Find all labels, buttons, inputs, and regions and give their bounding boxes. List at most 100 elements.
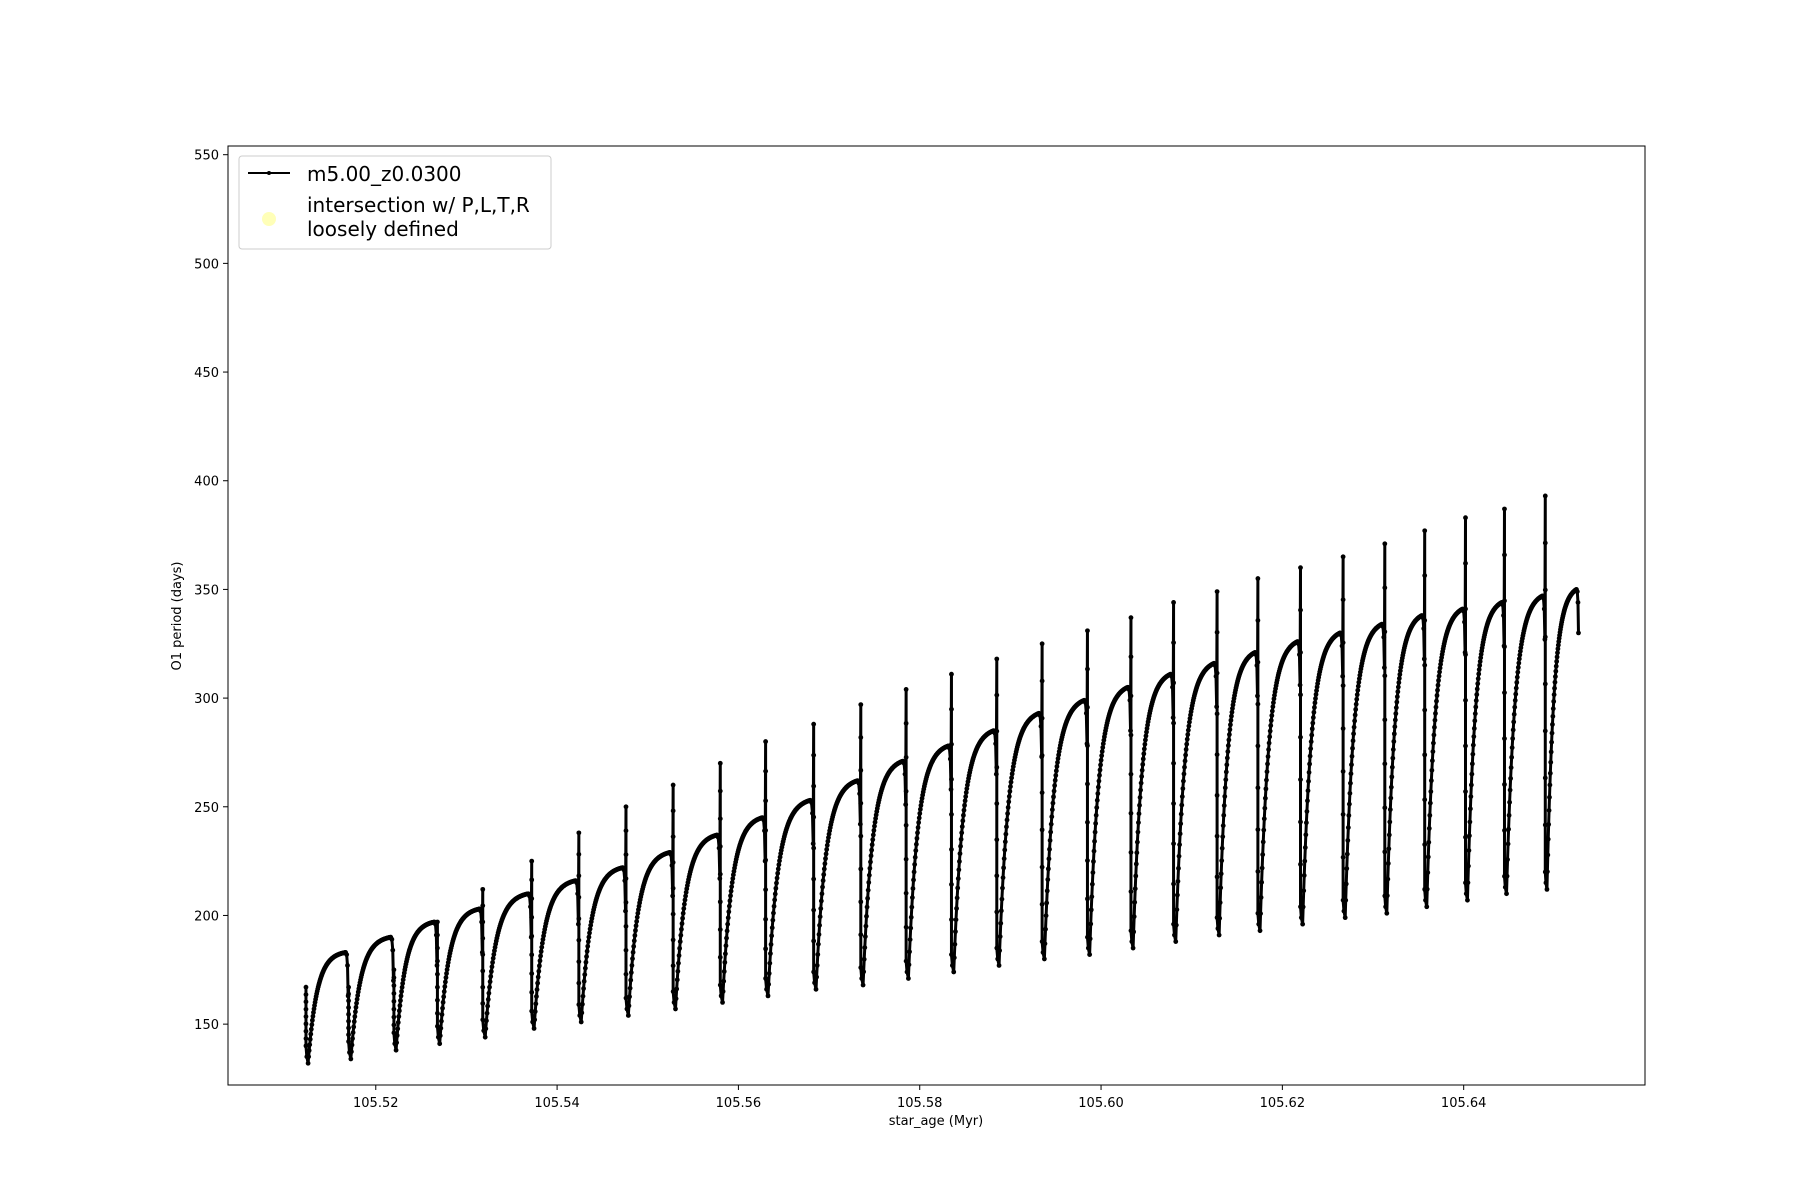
series-point bbox=[352, 1014, 358, 1019]
series-point bbox=[487, 984, 492, 990]
series-point bbox=[1307, 761, 1312, 767]
series-point bbox=[913, 848, 919, 854]
series-point bbox=[811, 783, 817, 789]
series-point bbox=[634, 918, 640, 924]
series-point bbox=[1477, 659, 1483, 664]
series-point bbox=[484, 1018, 489, 1024]
series-point bbox=[1397, 672, 1403, 677]
series-point bbox=[1302, 845, 1308, 850]
series-point bbox=[728, 893, 733, 899]
series-point bbox=[722, 959, 728, 965]
y-tick-label: 550 bbox=[194, 149, 219, 164]
series-point bbox=[1169, 673, 1175, 679]
series-point bbox=[1422, 573, 1428, 578]
series-point bbox=[1348, 771, 1354, 777]
series-point bbox=[488, 974, 494, 979]
series-point bbox=[951, 955, 957, 961]
series-point bbox=[1500, 602, 1506, 608]
series-point bbox=[1300, 904, 1306, 910]
series-point bbox=[814, 963, 820, 968]
series-point bbox=[993, 771, 999, 777]
series-point bbox=[1092, 838, 1097, 844]
series-point bbox=[583, 959, 589, 965]
series-point bbox=[1463, 606, 1468, 612]
series-point bbox=[1340, 554, 1346, 560]
series-point bbox=[484, 1010, 490, 1016]
series-point bbox=[1006, 799, 1012, 805]
series-point bbox=[623, 971, 629, 977]
series-point bbox=[822, 861, 828, 867]
series-point bbox=[1265, 754, 1271, 759]
series-point bbox=[1255, 576, 1261, 581]
series-point bbox=[777, 858, 782, 864]
series-point bbox=[1473, 704, 1479, 710]
series-point bbox=[771, 903, 777, 909]
series-point bbox=[1298, 607, 1303, 613]
series-point bbox=[670, 808, 676, 814]
series-point bbox=[1085, 666, 1090, 672]
series-point bbox=[673, 1006, 678, 1012]
series-point bbox=[962, 802, 967, 808]
series-point bbox=[1304, 809, 1310, 814]
series-point bbox=[964, 786, 970, 792]
series-point bbox=[1049, 814, 1055, 820]
series-point bbox=[1214, 670, 1220, 676]
series-point bbox=[911, 869, 917, 875]
series-point bbox=[717, 982, 723, 988]
series-point bbox=[1255, 659, 1261, 665]
series-point bbox=[394, 1040, 400, 1046]
series-point bbox=[1183, 752, 1188, 758]
series-point bbox=[1181, 778, 1186, 784]
series-point bbox=[1574, 589, 1580, 594]
series-point bbox=[1553, 668, 1559, 674]
series-point bbox=[1340, 640, 1346, 646]
series-point bbox=[1463, 515, 1468, 521]
series-point bbox=[535, 980, 541, 986]
series-point bbox=[1505, 857, 1510, 862]
series-point bbox=[768, 942, 774, 947]
series-point bbox=[947, 745, 952, 751]
series-point bbox=[1171, 640, 1176, 646]
series-point bbox=[303, 999, 309, 1005]
series-point bbox=[1472, 718, 1478, 724]
series-point bbox=[1126, 687, 1132, 692]
series-point bbox=[1353, 707, 1359, 712]
series-point bbox=[955, 885, 961, 891]
series-point bbox=[670, 989, 676, 994]
series-point bbox=[903, 788, 909, 794]
series-point bbox=[621, 867, 627, 873]
series-point bbox=[949, 882, 954, 887]
series-point bbox=[1085, 743, 1090, 749]
series-point bbox=[1132, 899, 1138, 905]
series-point bbox=[915, 825, 921, 830]
series-point bbox=[1343, 881, 1349, 887]
series-point bbox=[391, 1006, 397, 1012]
series-point bbox=[487, 979, 493, 985]
series-point bbox=[769, 925, 775, 931]
x-axis-ticks: 105.52 105.54 105.56 105.58 105.60 105.62 105.… bbox=[353, 1085, 1486, 1111]
series-point bbox=[1383, 904, 1389, 910]
series-point bbox=[391, 1014, 397, 1020]
series-point bbox=[952, 941, 958, 947]
series-point bbox=[1340, 683, 1346, 688]
series-point bbox=[435, 984, 440, 990]
series-point bbox=[1352, 718, 1358, 724]
series-point bbox=[1307, 753, 1313, 759]
series-point bbox=[531, 1026, 537, 1031]
series-point bbox=[529, 933, 535, 939]
series-point bbox=[1390, 747, 1396, 752]
series-point bbox=[670, 885, 676, 891]
x-tick-label: 105.58 bbox=[897, 1096, 943, 1111]
series-point bbox=[1039, 827, 1045, 833]
series-point bbox=[776, 862, 782, 868]
series-point bbox=[1222, 794, 1228, 799]
series-point bbox=[721, 969, 727, 974]
series-point bbox=[1179, 802, 1185, 808]
series-point bbox=[490, 960, 495, 965]
series-point bbox=[764, 986, 769, 992]
series-point bbox=[1005, 805, 1011, 810]
series-point bbox=[1181, 771, 1187, 777]
series-point bbox=[537, 958, 543, 964]
series-point bbox=[586, 934, 592, 940]
series-point bbox=[1422, 528, 1428, 534]
